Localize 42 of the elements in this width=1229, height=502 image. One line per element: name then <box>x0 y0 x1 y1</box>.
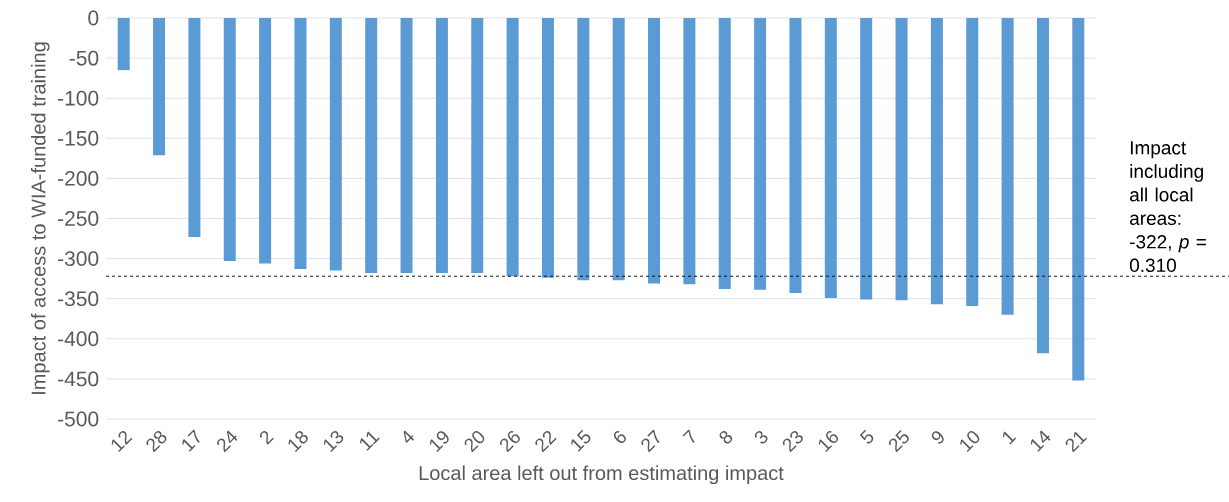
x-tick-label: 4 <box>403 430 415 443</box>
y-tick-label: -300 <box>58 251 99 267</box>
x-tick-label: 24 <box>217 430 238 453</box>
x-tick-label: 15 <box>571 429 591 452</box>
x-tick-label: 13 <box>323 430 344 452</box>
x-tick-label: 19 <box>429 431 449 452</box>
y-tick-label: -250 <box>58 211 99 226</box>
x-axis-title: Local area left out from estimating impact <box>419 465 784 485</box>
x-tick-label: 10 <box>960 431 980 452</box>
x-tick-label: 14 <box>1030 430 1051 452</box>
x-tick-label: 25 <box>888 429 909 453</box>
y-tick-label: -150 <box>58 130 99 146</box>
x-tick-label: 22 <box>535 430 557 453</box>
x-tick-label: 2 <box>259 430 274 445</box>
x-tick-label: 6 <box>613 430 626 444</box>
x-tick-label: 23 <box>782 430 803 453</box>
y-tick-label: 0 <box>88 10 99 26</box>
x-tick-label: 3 <box>754 430 768 444</box>
x-tick-label: 12 <box>111 430 133 452</box>
x-tick-label: 28 <box>146 430 167 453</box>
x-tick-label: 26 <box>499 430 520 453</box>
y-tick-label: -350 <box>58 291 99 307</box>
text: Impact including all local areas: -322, p = 0.310 <box>1129 141 1206 273</box>
y-axis-title: Impact of access to WIA-funded training <box>30 42 50 394</box>
y-tick-label: -200 <box>58 170 99 186</box>
x-tick-label: 17 <box>182 429 200 452</box>
x-tick-label: 20 <box>464 431 485 453</box>
x-tick-label: 16 <box>818 430 839 452</box>
x-tick-label: 5 <box>859 429 874 444</box>
y-tick-label: -450 <box>58 371 99 387</box>
y-tick-label: -400 <box>58 331 99 347</box>
x-tick-label: 11 <box>360 431 380 451</box>
x-tick-label: 1 <box>1002 431 1017 445</box>
y-tick-label: -500 <box>58 411 99 427</box>
x-tick-label: 8 <box>719 430 733 444</box>
x-tick-label: 27 <box>641 429 660 453</box>
y-tick-label: -50 <box>69 50 99 66</box>
x-tick-label: 18 <box>288 430 308 452</box>
x-tick-label: 21 <box>1065 431 1088 453</box>
y-tick-label: -100 <box>58 90 99 106</box>
x-tick-label: 9 <box>931 431 944 444</box>
x-tick-label: 7 <box>682 429 695 444</box>
